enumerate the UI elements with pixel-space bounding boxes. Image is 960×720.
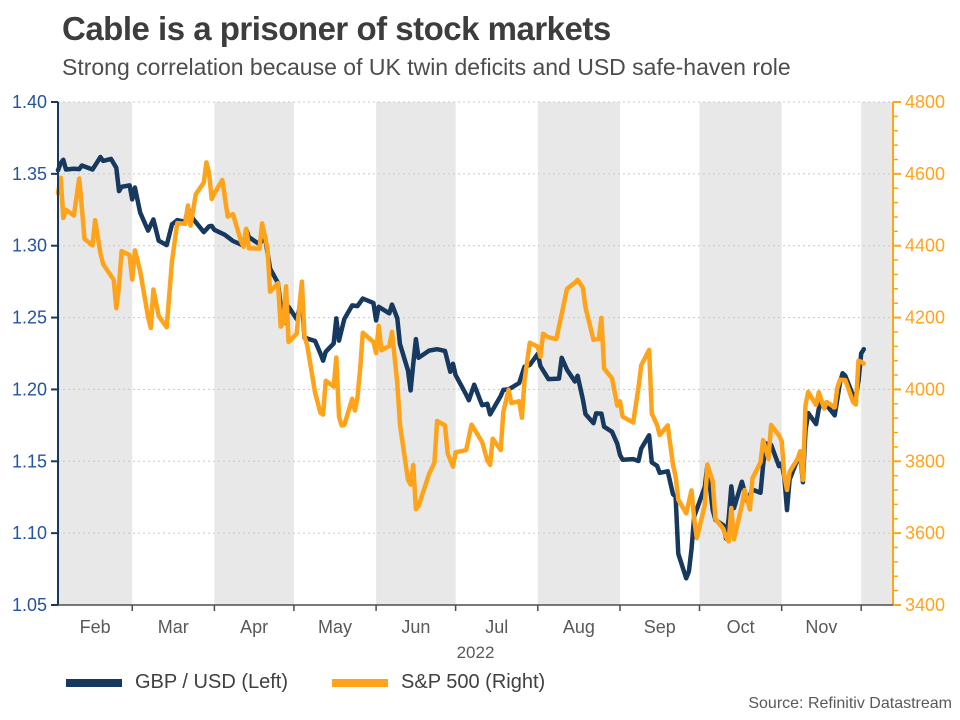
source-note: Source: Refinitiv Datastream: [748, 695, 952, 712]
svg-text:4800: 4800: [905, 92, 945, 112]
svg-text:3600: 3600: [905, 523, 945, 543]
svg-text:4400: 4400: [905, 236, 945, 256]
chart-subtitle: Strong correlation because of UK twin de…: [62, 54, 791, 80]
right-axis: 3400 3600 3800 4000 4200 4400 4600 4800: [892, 92, 945, 615]
left-axis: 1.40 1.35 1.30 1.25 1.20 1.15 1.10 1.05: [12, 92, 59, 615]
svg-text:Feb: Feb: [80, 617, 111, 637]
legend: GBP / USD (Left) S&P 500 (Right): [66, 671, 545, 694]
svg-text:1.30: 1.30: [12, 236, 47, 256]
svg-text:4600: 4600: [905, 164, 945, 184]
svg-text:Jun: Jun: [401, 617, 430, 637]
svg-text:1.05: 1.05: [12, 595, 47, 615]
svg-text:1.25: 1.25: [12, 308, 47, 328]
svg-text:May: May: [318, 617, 352, 637]
svg-text:Nov: Nov: [805, 617, 837, 637]
svg-text:1.35: 1.35: [12, 164, 47, 184]
legend-item-sp500: S&P 500 (Right): [332, 671, 545, 694]
svg-text:1.20: 1.20: [12, 379, 47, 399]
svg-text:Oct: Oct: [727, 617, 755, 637]
svg-text:3400: 3400: [905, 595, 945, 615]
svg-text:1.15: 1.15: [12, 451, 47, 471]
year-label: 2022: [457, 643, 495, 662]
chart-svg: 1.40 1.35 1.30 1.25 1.20 1.15 1.10 1.05 3400 3600…: [12, 92, 945, 662]
svg-text:4000: 4000: [905, 379, 945, 399]
legend-label-sp500: S&P 500 (Right): [401, 671, 546, 693]
svg-text:Sep: Sep: [644, 617, 676, 637]
legend-swatch-gbpusd: [66, 678, 122, 687]
svg-text:Jul: Jul: [485, 617, 508, 637]
svg-text:1.10: 1.10: [12, 523, 47, 543]
svg-text:4200: 4200: [905, 308, 945, 328]
svg-text:3800: 3800: [905, 451, 945, 471]
legend-swatch-sp500: [332, 678, 389, 687]
chart-title: Cable is a prisoner of stock markets: [62, 10, 611, 47]
x-axis: Feb Mar Apr May Jun Jul Aug Sep Oct Nov 2022: [58, 604, 893, 662]
svg-text:Apr: Apr: [240, 617, 268, 637]
sp500-line: [55, 160, 867, 544]
legend-label-gbpusd: GBP / USD (Left): [135, 671, 289, 693]
legend-item-gbpusd: GBP / USD (Left): [66, 671, 288, 694]
svg-text:Aug: Aug: [563, 617, 595, 637]
svg-text:1.40: 1.40: [12, 92, 47, 112]
svg-text:Mar: Mar: [158, 617, 189, 637]
month-bands: [58, 102, 893, 605]
